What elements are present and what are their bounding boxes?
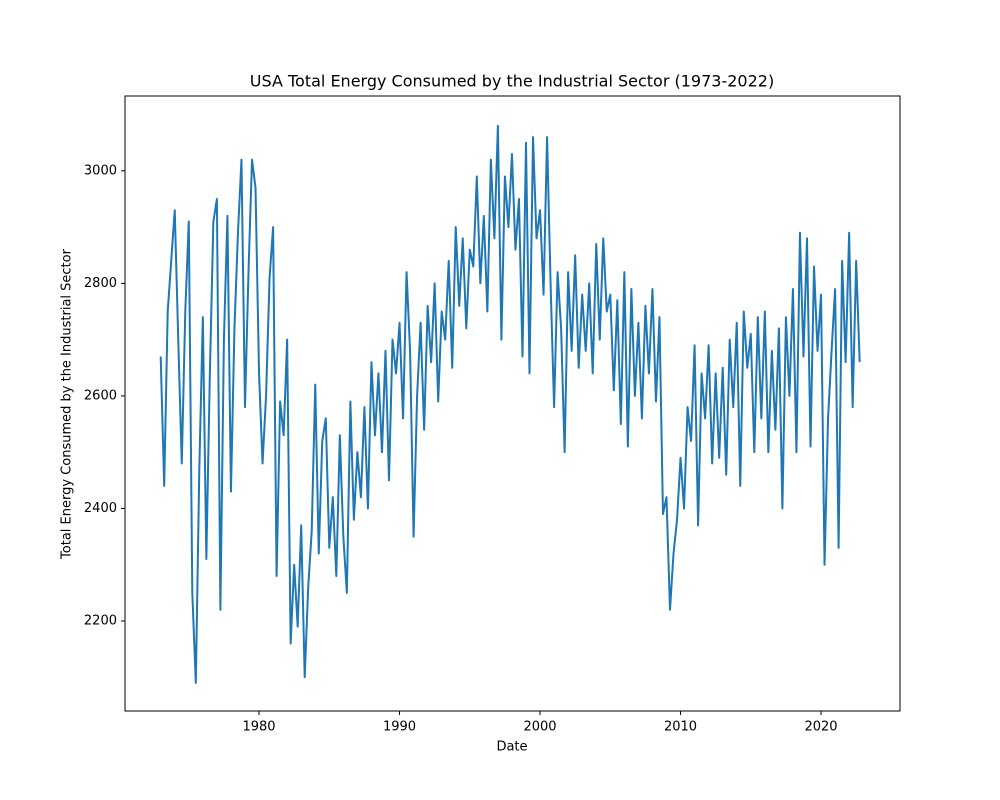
y-axis-label: Total Energy Consumed by the Industrial …	[60, 248, 75, 560]
y-tick-label: 3000	[84, 163, 117, 178]
x-tick-label: 2000	[523, 720, 556, 735]
y-tick-label: 2600	[84, 388, 117, 403]
y-tick-label: 2200	[84, 613, 117, 628]
y-tick-label: 2400	[84, 501, 117, 516]
plot-frame	[124, 95, 901, 712]
series-line	[159, 124, 861, 684]
y-tick-label: 2800	[84, 276, 117, 291]
chart-title: USA Total Energy Consumed by the Industr…	[250, 72, 774, 91]
x-tick-label: 1980	[242, 720, 275, 735]
x-tick-label: 1990	[383, 720, 416, 735]
x-axis-label: Date	[496, 740, 527, 755]
x-tick-label: 2010	[664, 720, 697, 735]
x-tick-label: 2020	[804, 720, 837, 735]
